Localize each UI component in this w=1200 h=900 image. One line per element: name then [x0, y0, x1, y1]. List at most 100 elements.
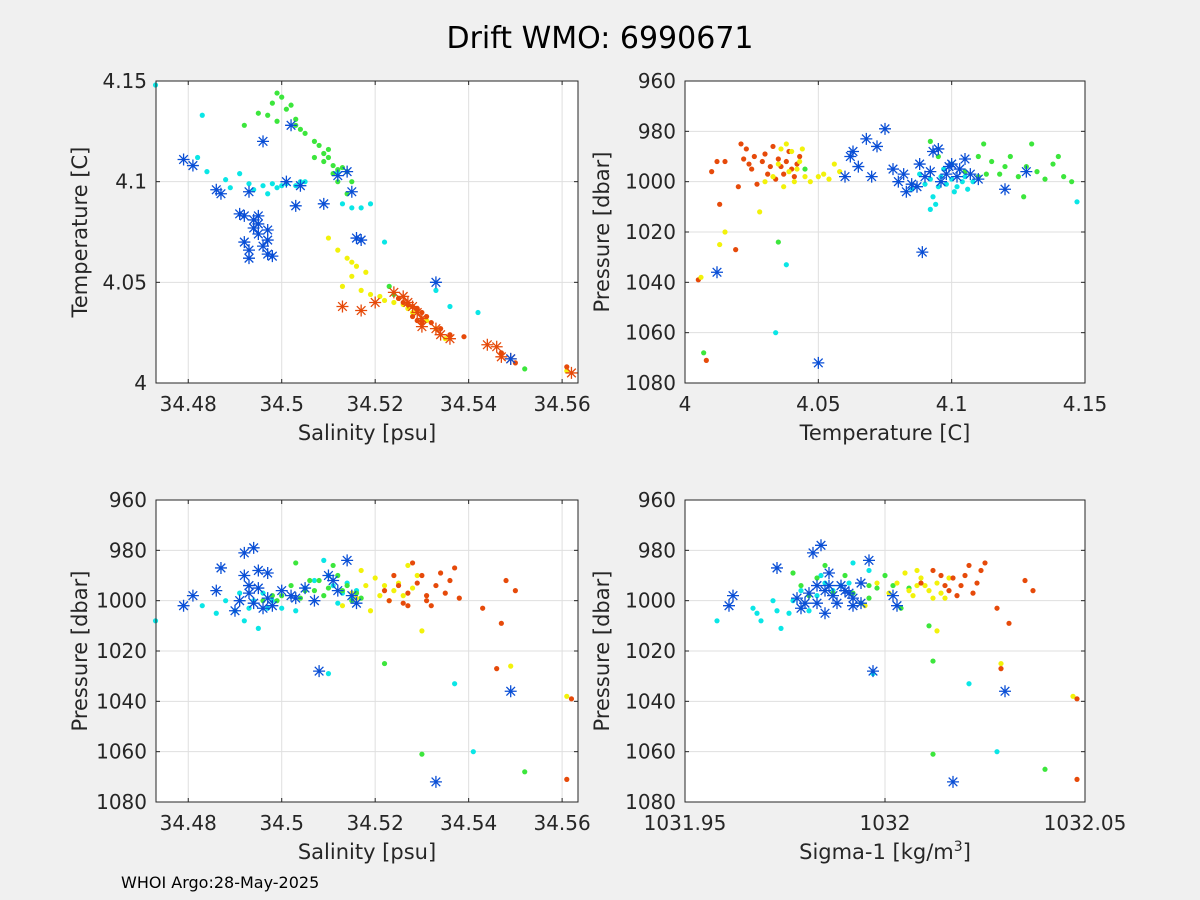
star-marker [275, 584, 288, 597]
dot-marker [722, 229, 728, 235]
star-marker [504, 685, 517, 698]
dot-marker [325, 146, 332, 153]
star-marker [177, 599, 190, 612]
dot-marker [918, 575, 924, 581]
dot-marker [283, 106, 289, 112]
x-tick-label: 34.52 [347, 392, 404, 416]
dot-marker [954, 184, 960, 190]
star-marker [865, 170, 878, 183]
dot-marker [414, 580, 420, 586]
star-marker [261, 223, 274, 236]
dot-marker [419, 572, 425, 579]
dot-marker [381, 582, 388, 589]
star-marker [815, 539, 827, 552]
dot-marker [1070, 693, 1076, 699]
star-marker [228, 604, 241, 617]
dot-marker [204, 169, 210, 175]
subplot-ts: 34.48 34.5 34.52 34.54 34.56 4 4.05 4.1 4.15 Sali… [68, 69, 591, 445]
dot-marker [512, 588, 518, 594]
dot-marker [363, 582, 369, 589]
y-tick-label: 960 [638, 488, 676, 512]
markers-ts [152, 82, 578, 379]
dot-marker [701, 350, 707, 356]
dot-marker [265, 112, 271, 118]
star-marker [406, 300, 419, 313]
dot-marker [797, 153, 803, 160]
dot-marker [260, 183, 266, 189]
star-marker [863, 554, 875, 567]
dot-marker [794, 166, 800, 172]
dot-marker [325, 154, 332, 161]
dot-marker [452, 681, 458, 687]
dot-marker [950, 575, 956, 581]
dot-marker [311, 138, 318, 144]
dot-marker [456, 595, 462, 601]
dot-marker [199, 603, 205, 609]
y-tick-label: 1020 [625, 639, 676, 663]
star-marker [847, 599, 859, 612]
dot-marker [265, 191, 271, 197]
star-marker [327, 574, 340, 587]
x-tick-label: 34.52 [347, 811, 404, 835]
dot-marker [1061, 174, 1067, 180]
dot-marker [377, 293, 383, 300]
dot-marker [386, 283, 392, 289]
dot-marker [930, 658, 936, 664]
subplot-tp: 4 4.05 4.1 4.15 960 980 1000 1020 1040 1060 1080 Te… [590, 69, 1107, 445]
dot-marker [743, 146, 749, 152]
dot-marker [775, 156, 781, 162]
dot-marker [981, 141, 987, 147]
star-marker [336, 300, 349, 313]
star-marker [261, 248, 274, 261]
star-marker [257, 240, 270, 253]
y-tick-label: 1060 [96, 740, 147, 764]
dot-marker [391, 572, 397, 579]
dot-marker [733, 247, 739, 253]
dot-marker [372, 575, 378, 581]
dot-marker [741, 156, 747, 162]
y-tick-label: 1060 [625, 321, 676, 345]
star-marker [317, 197, 330, 210]
dot-marker [269, 100, 275, 106]
dot-marker [409, 560, 416, 566]
star-marker [495, 350, 508, 363]
star-marker [233, 207, 246, 220]
y-tick-label: 1040 [96, 689, 147, 713]
dot-marker [335, 600, 341, 606]
dot-marker [930, 194, 936, 200]
dot-marker [433, 582, 439, 589]
star-marker [429, 775, 442, 788]
dot-marker [409, 585, 416, 591]
star-marker [481, 338, 494, 351]
dot-marker [255, 110, 261, 116]
dot-marker [918, 580, 924, 586]
dot-marker [363, 269, 369, 275]
dot-marker [381, 297, 388, 304]
dot-marker [826, 176, 832, 182]
x-tick-label: 1032 [860, 811, 911, 835]
star-marker [892, 175, 905, 188]
dot-marker [898, 605, 904, 611]
star-marker [972, 173, 985, 186]
star-marker [261, 234, 274, 247]
plot-area-ts [156, 81, 578, 383]
star-marker [415, 312, 428, 325]
dot-marker [339, 201, 346, 207]
dot-marker [381, 660, 388, 667]
y-tick-label: 960 [109, 488, 147, 512]
y-tick-label: 1000 [625, 589, 676, 613]
dot-marker [946, 588, 952, 594]
dot-marker [778, 146, 784, 152]
dot-marker [269, 181, 275, 187]
dot-marker [717, 241, 723, 248]
dot-marker [522, 366, 528, 372]
star-marker [210, 584, 223, 597]
dot-marker [997, 171, 1003, 177]
dot-marker [321, 158, 327, 165]
star-marker [242, 244, 255, 257]
star-marker [839, 170, 851, 183]
dot-marker [933, 201, 939, 207]
star-marker [186, 589, 199, 602]
dot-marker [958, 582, 964, 589]
star-marker [242, 185, 255, 198]
